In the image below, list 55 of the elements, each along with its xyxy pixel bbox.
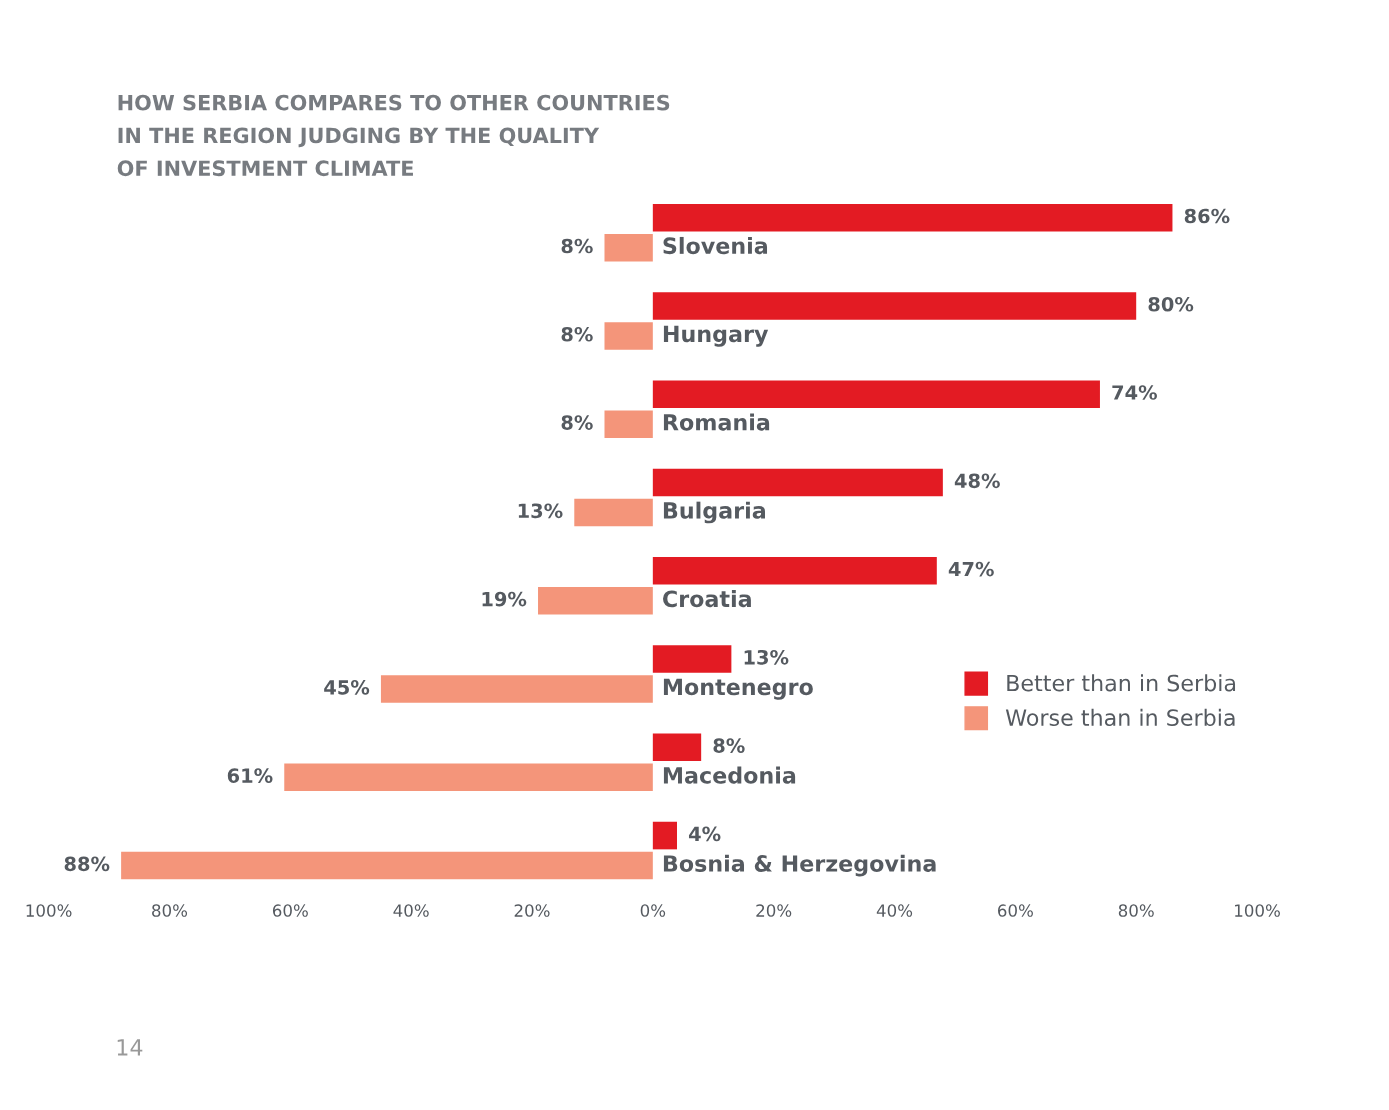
- data-label: 4%: [688, 826, 721, 842]
- bar: [652, 556, 937, 585]
- bar: [284, 763, 653, 792]
- data-label: 61%: [227, 768, 273, 783]
- data-label: 88%: [64, 856, 110, 872]
- x-tick-label: 80%: [152, 904, 188, 917]
- x-tick-label: 60%: [272, 904, 308, 917]
- data-label: 8%: [713, 738, 745, 753]
- data-label: 8%: [561, 326, 593, 342]
- bar: [652, 380, 1100, 409]
- y-tick-label: Macedonia: [663, 766, 796, 784]
- x-tick-label: 0%: [640, 904, 666, 917]
- data-label: 8%: [561, 238, 593, 254]
- y-tick-label: Romania: [663, 413, 770, 431]
- y-tick-label: Bulgaria: [663, 501, 765, 524]
- y-tick-label: Montenegro: [663, 678, 813, 700]
- x-tick-label: 80%: [1118, 904, 1154, 917]
- y-tick-label: Croatia: [663, 590, 751, 608]
- bar: [652, 821, 677, 850]
- bar: [652, 733, 702, 762]
- x-tick-label: 100%: [26, 904, 72, 917]
- x-tick-label: 100%: [1235, 904, 1280, 917]
- data-label: 13%: [744, 649, 789, 665]
- bar: [652, 203, 1173, 232]
- x-tick-label: 40%: [876, 904, 913, 917]
- legend-label: Better than in Serbia: [1007, 674, 1236, 692]
- x-tick-label: 20%: [756, 904, 792, 917]
- data-label: 80%: [1148, 296, 1194, 312]
- data-label: 13%: [518, 503, 563, 519]
- data-label: 45%: [324, 679, 370, 695]
- y-tick-label: Hungary: [663, 325, 769, 347]
- y-tick-label: Bosnia & Herzegovina: [663, 854, 936, 877]
- bar: [604, 233, 653, 262]
- bar: [604, 322, 653, 350]
- bar: [652, 292, 1137, 320]
- bar: [604, 410, 653, 439]
- data-label: 74%: [1112, 385, 1157, 400]
- bar: [652, 645, 732, 673]
- bar: [121, 851, 653, 880]
- data-label: 8%: [561, 415, 593, 430]
- data-label: 48%: [954, 473, 1000, 489]
- y-tick-label: Slovenia: [663, 236, 768, 255]
- bar: [652, 468, 943, 497]
- x-tick-label: 60%: [998, 904, 1033, 917]
- bar: [538, 586, 653, 615]
- data-label: 47%: [948, 561, 994, 577]
- bar: [380, 675, 653, 703]
- x-tick-label: 40%: [393, 904, 429, 917]
- data-label: 86%: [1184, 208, 1230, 224]
- bar: [574, 498, 653, 527]
- legend-label: Worse than in Serbia: [1005, 708, 1235, 727]
- text: 14: [117, 1039, 143, 1056]
- data-label: 19%: [482, 591, 527, 607]
- x-tick-label: 20%: [514, 904, 550, 917]
- chart-title: HOW SERBIA COMPARES TO OTHER COUNTRIES IN THE REGION JUDGING BY THE QUALITY OF INVESTMENT CLIMATE: [117, 94, 670, 177]
